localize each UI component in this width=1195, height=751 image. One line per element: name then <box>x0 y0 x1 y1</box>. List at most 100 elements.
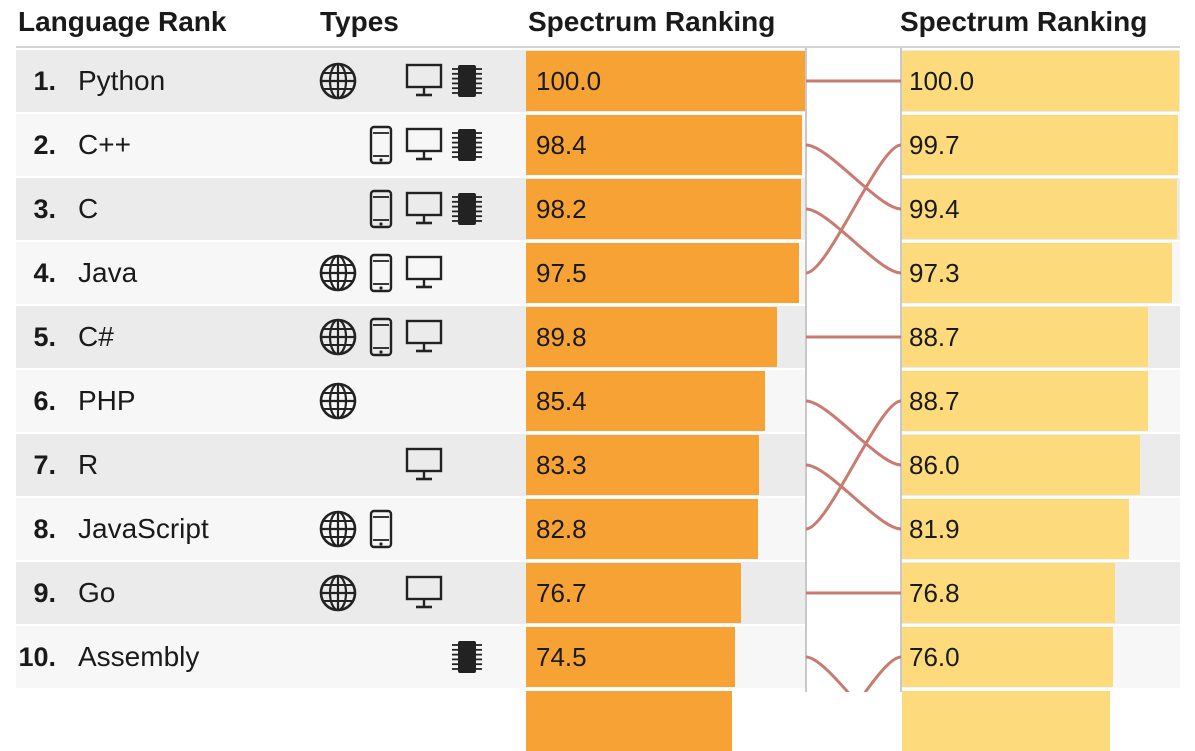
right-bar-value: 88.7 <box>909 386 960 416</box>
chip-icon <box>450 637 484 682</box>
left-bar-value: 82.8 <box>536 514 587 544</box>
globe-icon <box>318 317 358 362</box>
mobile-icon <box>369 189 393 234</box>
rank-number: 3. <box>33 194 56 224</box>
right-bar <box>902 179 1177 239</box>
header-spectrum-ranking-right[interactable]: Spectrum Ranking <box>900 6 1148 37</box>
right-bar-value: 76.0 <box>909 642 960 672</box>
desktop-icon <box>405 254 443 297</box>
language-name[interactable]: C++ <box>78 129 131 160</box>
right-bar-value: 76.8 <box>909 578 960 608</box>
left-bar <box>526 243 799 303</box>
right-bar <box>902 243 1172 303</box>
language-name[interactable]: R <box>78 449 99 480</box>
left-bar-value: 89.8 <box>536 322 587 352</box>
globe-icon <box>318 253 358 298</box>
header-types: Types <box>320 6 399 37</box>
left-bar-value: 98.4 <box>536 130 587 160</box>
language-name[interactable]: JavaScript <box>78 513 209 544</box>
right-bar <box>902 115 1178 175</box>
language-name[interactable]: C <box>78 193 99 224</box>
left-bar <box>526 179 801 239</box>
right-bar-value: 100.0 <box>909 66 975 96</box>
left-bar <box>526 563 741 623</box>
right-bar <box>902 371 1148 431</box>
rank-number: 8. <box>33 514 56 544</box>
rank-number: 2. <box>33 130 56 160</box>
left-bar-value: 76.7 <box>536 578 587 608</box>
mobile-icon <box>369 509 393 554</box>
desktop-icon <box>405 318 443 361</box>
mobile-icon <box>369 125 393 170</box>
right-bar-value: 88.7 <box>909 322 960 352</box>
right-bar <box>902 435 1140 495</box>
globe-icon <box>318 61 358 106</box>
globe-icon <box>318 573 358 618</box>
right-bar <box>902 627 1113 687</box>
rank-link <box>863 655 902 692</box>
rank-number: 5. <box>33 322 56 352</box>
language-name[interactable]: Java <box>78 257 138 288</box>
mobile-icon <box>369 253 393 298</box>
rank-link <box>805 655 850 692</box>
rank-number: 1. <box>33 66 56 96</box>
language-name[interactable]: Assembly <box>78 641 200 672</box>
rank-link <box>805 463 902 531</box>
left-bar <box>526 627 735 687</box>
left-bar <box>526 51 806 111</box>
left-bar-value: 97.5 <box>536 258 587 288</box>
desktop-icon <box>405 446 443 489</box>
left-bar-value: 98.2 <box>536 194 587 224</box>
globe-icon <box>318 509 358 554</box>
rank-link <box>805 143 902 275</box>
right-bar-value: 99.7 <box>909 130 960 160</box>
right-bar-value: 86.0 <box>909 450 960 480</box>
left-bar <box>526 499 758 559</box>
globe-icon <box>318 381 358 426</box>
rank-number: 9. <box>33 578 56 608</box>
left-bar-value: 74.5 <box>536 642 587 672</box>
left-bar-partial <box>526 691 732 751</box>
rank-change-links <box>805 79 902 692</box>
chip-icon <box>450 189 484 234</box>
rank-link <box>805 399 902 467</box>
right-bar-value: 81.9 <box>909 514 960 544</box>
left-bar-value: 85.4 <box>536 386 587 416</box>
left-bar <box>526 371 765 431</box>
right-bar <box>902 51 1179 111</box>
left-bar-value: 83.3 <box>536 450 587 480</box>
desktop-icon <box>405 190 443 233</box>
rank-link <box>805 143 902 211</box>
right-bar-partial <box>902 691 1110 751</box>
desktop-icon <box>405 62 443 105</box>
rank-number: 7. <box>33 450 56 480</box>
rank-link <box>805 207 902 275</box>
chip-icon <box>450 61 484 106</box>
left-bar <box>526 435 759 495</box>
desktop-icon <box>405 574 443 617</box>
rank-number: 4. <box>33 258 56 288</box>
header-spectrum-ranking-left[interactable]: Spectrum Ranking <box>528 6 776 37</box>
desktop-icon <box>405 126 443 169</box>
right-bar-value: 97.3 <box>909 258 960 288</box>
language-name[interactable]: PHP <box>78 385 136 416</box>
column-divider-left <box>805 48 807 692</box>
right-bar <box>902 563 1115 623</box>
language-name[interactable]: C# <box>78 321 114 352</box>
left-bar <box>526 115 802 175</box>
rank-number: 10. <box>18 642 56 672</box>
right-bar-value: 99.4 <box>909 194 960 224</box>
right-bar <box>902 499 1129 559</box>
header-divider <box>16 46 1180 48</box>
mobile-icon <box>369 317 393 362</box>
rank-number: 6. <box>33 386 56 416</box>
language-name[interactable]: Go <box>78 577 116 608</box>
left-bar <box>526 307 777 367</box>
right-bar <box>902 307 1148 367</box>
column-divider-right <box>900 48 902 692</box>
language-name[interactable]: Python <box>78 65 166 96</box>
chip-icon <box>450 125 484 170</box>
header-language-rank: Language Rank <box>18 6 227 37</box>
rank-link <box>805 399 902 531</box>
left-bar-value: 100.0 <box>536 66 602 96</box>
